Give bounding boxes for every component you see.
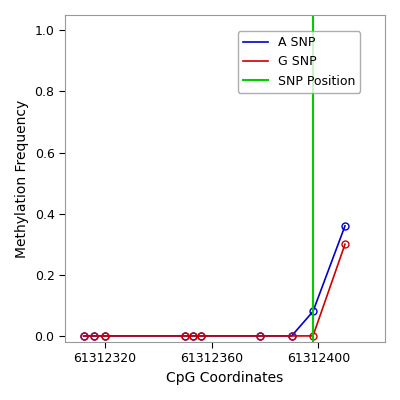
Y-axis label: Methylation Frequency: Methylation Frequency bbox=[15, 99, 29, 258]
Legend: A SNP, G SNP, SNP Position: A SNP, G SNP, SNP Position bbox=[238, 31, 360, 92]
X-axis label: CpG Coordinates: CpG Coordinates bbox=[166, 371, 284, 385]
